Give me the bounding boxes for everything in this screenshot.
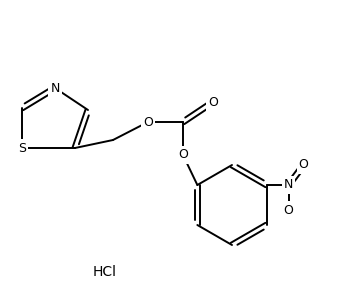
Text: O: O — [299, 158, 309, 171]
Text: S: S — [18, 142, 26, 155]
Text: N: N — [50, 81, 60, 94]
Text: O: O — [178, 148, 188, 161]
Text: N: N — [284, 178, 293, 191]
Text: O: O — [143, 116, 153, 129]
Text: O: O — [208, 96, 218, 109]
Text: O: O — [284, 204, 294, 217]
Text: HCl: HCl — [93, 265, 117, 279]
